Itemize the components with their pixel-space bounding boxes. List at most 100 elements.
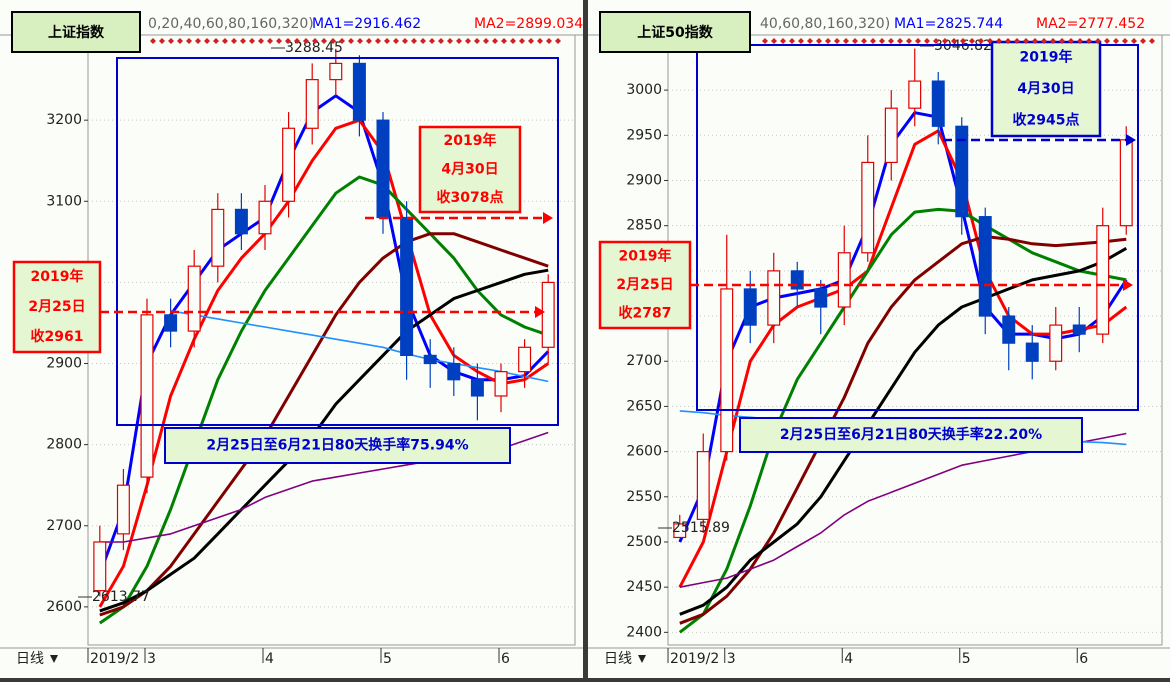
header-marker	[879, 38, 885, 44]
candle-body	[376, 119, 390, 219]
header-marker	[465, 38, 471, 44]
header-marker	[483, 38, 489, 44]
header-marker	[420, 38, 426, 44]
x-tick-label: 4	[844, 651, 853, 667]
header-marker	[1023, 38, 1029, 44]
header-marker	[456, 38, 462, 44]
x-axis-label: 日线	[16, 651, 44, 667]
title-box	[11, 11, 141, 53]
header-marker	[906, 38, 912, 44]
x-tick-label: 5	[383, 651, 392, 667]
y-tick-label: 2900	[46, 356, 82, 372]
header-marker	[1041, 38, 1047, 44]
note-text: 2019年	[619, 247, 672, 264]
header-marker	[816, 38, 822, 44]
note-text: 4月30日	[1017, 81, 1074, 97]
turnover-text: 2月25日至6月21日80天换手率75.94%	[206, 437, 468, 454]
header-marker	[1077, 38, 1083, 44]
legend-text: 0,20,40,60,80,160,320)	[148, 16, 314, 32]
note-text: 2月25日	[28, 299, 85, 315]
header-marker	[1086, 38, 1092, 44]
note-box	[990, 40, 1102, 138]
header-marker	[474, 38, 480, 44]
legend-text: MA1=2916.462	[312, 16, 421, 32]
header-marker	[1095, 38, 1101, 44]
candle-body	[955, 125, 969, 218]
header-marker	[762, 38, 768, 44]
note-text: 2019年	[444, 132, 497, 149]
candle-body	[187, 265, 201, 332]
header-marker	[393, 38, 399, 44]
header-marker	[915, 38, 921, 44]
candle-body	[720, 288, 734, 453]
candle-body	[1025, 342, 1039, 362]
y-tick-label: 2900	[626, 172, 662, 188]
header-marker	[771, 38, 777, 44]
candle-body	[908, 80, 922, 109]
header-marker	[933, 38, 939, 44]
period-arrow	[50, 655, 58, 663]
header-marker	[519, 38, 525, 44]
header-marker	[186, 38, 192, 44]
header-marker	[978, 38, 984, 44]
header-marker	[1113, 38, 1119, 44]
header-marker	[312, 38, 318, 44]
ma-line	[98, 94, 550, 575]
header-marker	[240, 38, 246, 44]
y-tick-label: 2800	[46, 437, 82, 453]
low-label: 2515.89	[672, 520, 730, 536]
candle-body	[861, 161, 875, 254]
low-label: 2613.77	[92, 589, 150, 605]
chart-panel: 2400245025002550260026502700275028002850…	[588, 0, 1170, 678]
header-marker	[789, 38, 795, 44]
header-marker	[384, 38, 390, 44]
candle-body	[767, 270, 781, 326]
header-marker	[1131, 38, 1137, 44]
header-marker	[546, 38, 552, 44]
legend-text: MA2=2777.452	[1036, 16, 1145, 32]
candle-body	[470, 379, 484, 397]
high-label: 3288.45	[285, 40, 343, 56]
candle-body	[282, 127, 296, 202]
ma-line	[99, 232, 549, 617]
note-text: 收3078点	[437, 189, 504, 206]
header-marker	[438, 38, 444, 44]
header-marker	[942, 38, 948, 44]
header-marker	[204, 38, 210, 44]
header-marker	[1059, 38, 1065, 44]
x-tick-label: 2019/2	[670, 651, 719, 667]
header-marker	[996, 38, 1002, 44]
candle-body	[352, 62, 366, 121]
x-tick-label: 3	[727, 651, 736, 667]
candle-body	[329, 62, 343, 81]
header-marker	[1050, 38, 1056, 44]
header-marker	[528, 38, 534, 44]
header-marker	[987, 38, 993, 44]
ma-line	[679, 246, 1128, 616]
header-marker	[168, 38, 174, 44]
turnover-text: 2月25日至6月21日80天换手率22.20%	[780, 426, 1042, 443]
y-tick-label: 2650	[626, 398, 662, 414]
candle-body	[211, 208, 225, 267]
y-tick-label: 2500	[626, 534, 662, 550]
highlight-box	[116, 57, 559, 426]
candle-body	[305, 79, 319, 129]
arrow-head	[543, 212, 553, 224]
arrow-head	[535, 306, 545, 318]
header-marker	[807, 38, 813, 44]
turnover-box	[739, 417, 1083, 453]
header-marker	[798, 38, 804, 44]
candle-body	[790, 270, 804, 290]
x-tick-label: 4	[265, 651, 274, 667]
candle-body	[164, 314, 178, 332]
header-marker	[555, 38, 561, 44]
header-marker	[537, 38, 543, 44]
chart-panel: 26002700280029003000310032002019/2345632…	[0, 0, 583, 678]
x-axis-label: 日线	[604, 651, 632, 667]
header-marker	[960, 38, 966, 44]
y-tick-label: 2400	[626, 624, 662, 640]
y-tick-label: 2700	[626, 353, 662, 369]
x-tick-label: 6	[501, 651, 510, 667]
ma-line	[679, 235, 1127, 625]
header-marker	[375, 38, 381, 44]
